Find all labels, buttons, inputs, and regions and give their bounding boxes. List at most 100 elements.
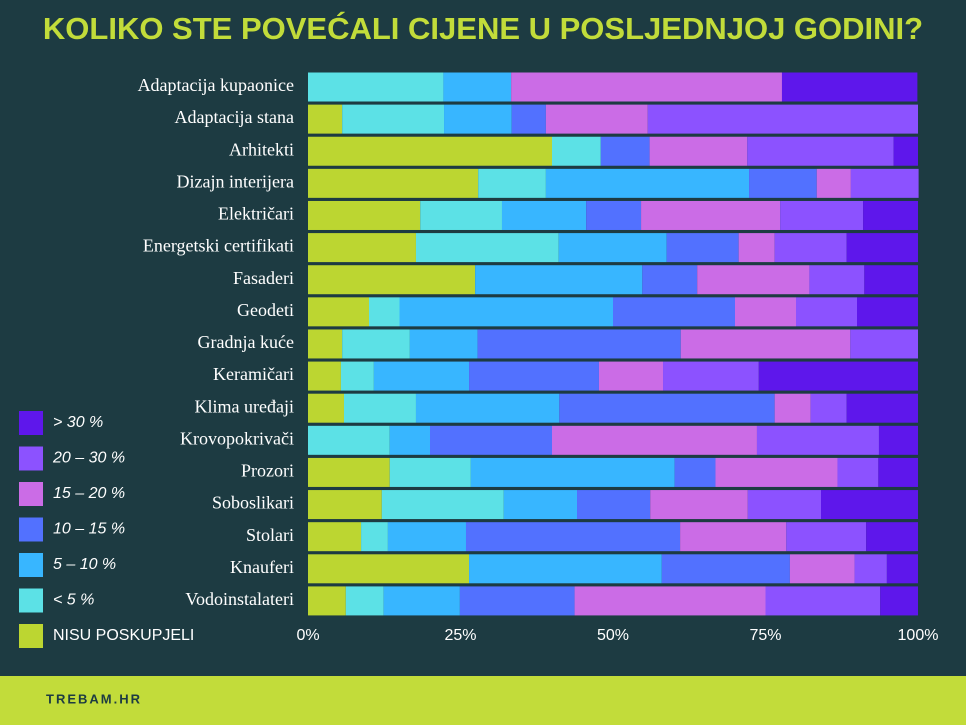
- bar-segment: [308, 457, 390, 487]
- bar-segment: [308, 233, 416, 263]
- legend-label: > 30 %: [53, 414, 103, 431]
- bar-segment: [577, 490, 651, 520]
- category-label: Gradnja kuće: [198, 332, 294, 352]
- category-label: Fasaderi: [233, 268, 294, 288]
- bar-segment: [469, 361, 599, 391]
- bar-segment: [810, 393, 847, 423]
- legend-swatch: [19, 588, 43, 613]
- bar-segment: [552, 136, 601, 166]
- bar-segment: [809, 265, 865, 295]
- bar-segment: [430, 425, 552, 455]
- bar-segment: [893, 136, 918, 166]
- bar-segment: [586, 200, 642, 230]
- bar-segment: [816, 168, 851, 198]
- bar-segment: [308, 425, 390, 455]
- bar-segment: [878, 457, 918, 487]
- bar-segment: [415, 233, 559, 263]
- legend-swatch: [19, 624, 43, 648]
- legend-swatch: [19, 446, 43, 471]
- bar-segment: [647, 104, 918, 134]
- legend-swatch: [19, 482, 43, 506]
- category-label: Geodeti: [237, 300, 294, 320]
- footer-band: [0, 676, 966, 725]
- bar-segment: [308, 586, 346, 616]
- legend-label: < 5 %: [53, 592, 94, 609]
- bar-segment: [308, 554, 470, 584]
- bar-segment: [837, 457, 879, 487]
- bar-segment: [674, 457, 716, 487]
- bar-segment: [545, 168, 750, 198]
- bar-segment: [342, 104, 445, 134]
- bar-segment: [598, 361, 664, 391]
- bar-segment: [308, 200, 421, 230]
- bar-segment: [308, 329, 343, 359]
- bar-segment: [308, 522, 362, 552]
- x-tick-label: 25%: [444, 627, 476, 644]
- bar-segment: [878, 425, 918, 455]
- category-label: Arhitekti: [229, 139, 294, 159]
- bar-segment: [765, 586, 881, 616]
- bar-segment: [758, 361, 918, 391]
- bar-segment: [308, 361, 341, 391]
- bar-segment: [387, 522, 466, 552]
- x-tick-label: 50%: [597, 627, 629, 644]
- bar-segment: [735, 297, 796, 327]
- footer-text: TREBAM.HR: [46, 691, 142, 706]
- bar-segment: [409, 329, 478, 359]
- bar-segment: [389, 457, 471, 487]
- category-label: Krovopokrivači: [180, 428, 294, 448]
- bar-segment: [680, 329, 851, 359]
- bar-segment: [420, 200, 502, 230]
- bar-segment: [715, 457, 838, 487]
- chart-title: KOLIKO STE POVEĆALI CIJENE U POSLJEDNJOJ…: [43, 10, 923, 46]
- bar-segment: [361, 522, 388, 552]
- category-label: Energetski certifikati: [143, 236, 294, 256]
- bar-segment: [469, 554, 662, 584]
- legend-label: NISU POSKUPJELI: [53, 627, 194, 644]
- bar-segment: [697, 265, 810, 295]
- bar-segment: [641, 200, 781, 230]
- legend-label: 20 – 30 %: [52, 450, 125, 467]
- bar-segment: [650, 490, 748, 520]
- legend-swatch: [19, 517, 43, 542]
- bar-segment: [857, 297, 918, 327]
- bar-segment: [756, 425, 879, 455]
- bar-segment: [747, 136, 894, 166]
- bar-segment: [501, 200, 587, 230]
- bar-segment: [545, 104, 648, 134]
- bar-segment: [308, 168, 479, 198]
- bar-segment: [459, 586, 575, 616]
- bar-segment: [308, 104, 343, 134]
- legend-swatch: [19, 411, 43, 435]
- bar-segment: [342, 329, 410, 359]
- bar-segment: [781, 72, 918, 102]
- category-label: Stolari: [246, 525, 294, 545]
- bar-segment: [399, 297, 613, 327]
- x-tick-label: 100%: [898, 627, 939, 644]
- bar-segment: [796, 297, 857, 327]
- bar-segment: [345, 586, 384, 616]
- bar-segment: [552, 425, 757, 455]
- bar-segment: [444, 104, 512, 134]
- legend-label: 10 – 15 %: [53, 521, 125, 538]
- bar-segment: [846, 393, 918, 423]
- bar-segment: [465, 522, 681, 552]
- legend-label: 5 – 10 %: [53, 556, 116, 573]
- bar-segment: [600, 136, 650, 166]
- legend-label: 15 – 20 %: [53, 485, 125, 502]
- bar-segment: [373, 361, 470, 391]
- bar-segment: [383, 586, 460, 616]
- category-label: Prozori: [241, 461, 294, 481]
- bar-segment: [369, 297, 400, 327]
- bar-segment: [666, 233, 739, 263]
- category-label: Adaptacija kupaonice: [138, 75, 294, 95]
- bar-segment: [511, 72, 782, 102]
- bar-segment: [789, 554, 855, 584]
- bar-segment: [475, 265, 643, 295]
- bar-segment: [574, 586, 766, 616]
- bar-segment: [613, 297, 735, 327]
- category-label: Adaptacija stana: [175, 107, 294, 127]
- bar-segment: [850, 168, 919, 198]
- bar-segment: [863, 200, 918, 230]
